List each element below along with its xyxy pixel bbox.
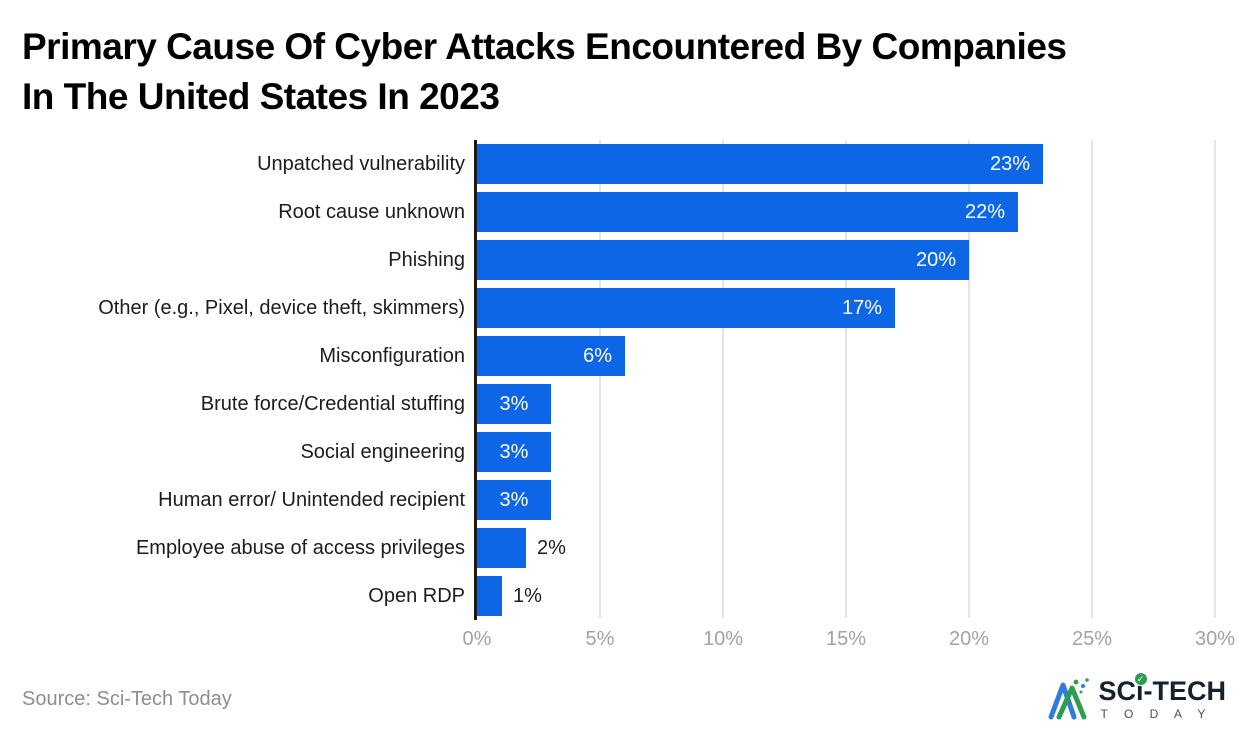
bar-row: Employee abuse of access privileges 2% [0,524,1240,572]
chart-title-line2: In The United States In 2023 [22,76,500,117]
bar-row: Open RDP 1% [0,572,1240,620]
bar [477,528,526,568]
category-label: Employee abuse of access privileges [135,536,465,559]
bar [477,240,969,280]
gridline [1214,140,1216,618]
bar-value-label: 2% [537,537,566,559]
bar-track: 3% [477,432,1240,472]
bar-value-label: 6% [583,345,612,367]
logo-brand-word: SCı-TECH [1098,676,1227,706]
bar-row: Phishing 20% [0,236,1240,284]
footer: Source: Sci-Tech Today SCı-TECH ✓ T O D A… [0,673,1240,722]
x-axis: 0% 5% 10% 15% 20% 25% 30% [0,622,1240,658]
bar-track: 6% [477,336,1240,376]
bar-rows: Unpatched vulnerability 23% Root cause unk… [0,140,1240,620]
bar-track: 3% [477,384,1240,424]
category-label: Misconfiguration [319,344,465,367]
bar-value-label: 20% [915,249,956,271]
bar-row: Brute force/Credential stuffing 3% [0,380,1240,428]
bar [477,144,1043,184]
check-icon: ✓ [1134,673,1147,685]
bar-track: 1% [477,576,1240,616]
logo: SCı-TECH ✓ T O D A Y [1046,673,1227,722]
bar [477,192,1018,232]
chart-title-line1: Primary Cause Of Cyber Attacks Encounter… [22,26,1067,67]
bar-row: Unpatched vulnerability 23% [0,140,1240,188]
bar-value-label: 3% [499,393,529,415]
logo-icon [1048,678,1089,720]
bar-value-label: 3% [499,441,529,463]
x-axis-tick: 25% [1071,628,1113,650]
bar [477,480,551,520]
category-label: Brute force/Credential stuffing [200,392,465,415]
x-axis-tick: 10% [702,628,744,650]
bar-value-label: 1% [513,585,542,607]
bar-track: 17% [477,288,1240,328]
bar [477,432,551,472]
bar-track: 22% [477,192,1240,232]
logo-brand-sub: T O D A Y [1100,707,1212,721]
bar-row: Social engineering 3% [0,428,1240,476]
bar-value-label: 22% [964,201,1005,223]
bar-value-label: 23% [989,153,1030,175]
category-label: Open RDP [368,584,465,607]
x-axis-tick: 20% [948,628,990,650]
bar-value-label: 3% [499,489,529,511]
bar-chart: Unpatched vulnerability 23% Root cause unk… [0,140,1240,650]
source-text: Source: Sci-Tech Today [22,687,232,710]
bar-value-label: 17% [841,297,882,319]
gridline [599,140,601,618]
gridline [845,140,847,618]
gridline [1091,140,1093,618]
bar-row: Other (e.g., Pixel, device theft, skimme… [0,284,1240,332]
logo-text: SCı-TECH ✓ T O D A Y [1098,673,1227,721]
bar [477,384,551,424]
x-axis-tick: 30% [1194,628,1236,650]
bar-track: 20% [477,240,1240,280]
category-label: Human error/ Unintended recipient [158,488,465,511]
logo-brand: SCı-TECH ✓ [1098,673,1227,706]
bar [477,576,502,616]
x-axis-tick: 0% [462,628,492,650]
gridline [968,140,970,618]
bar-track: 23% [477,144,1240,184]
bar [477,336,625,376]
bar-row: Human error/ Unintended recipient 3% [0,476,1240,524]
category-label: Unpatched vulnerability [257,152,465,175]
bar-track: 3% [477,480,1240,520]
bar-track: 2% [477,528,1240,568]
gridline [722,140,724,618]
x-axis-tick: 15% [825,628,867,650]
x-axis-tick: 5% [585,628,615,650]
gridlines [0,140,1240,620]
y-axis-line [474,140,477,620]
bar-row: Misconfiguration 6% [0,332,1240,380]
bar [477,288,895,328]
category-label: Phishing [388,248,465,271]
chart-title: Primary Cause Of Cyber Attacks Encounter… [0,0,1240,122]
bar-row: Root cause unknown 22% [0,188,1240,236]
category-label: Social engineering [300,440,465,463]
category-label: Root cause unknown [278,200,465,223]
category-label: Other (e.g., Pixel, device theft, skimme… [98,296,465,319]
